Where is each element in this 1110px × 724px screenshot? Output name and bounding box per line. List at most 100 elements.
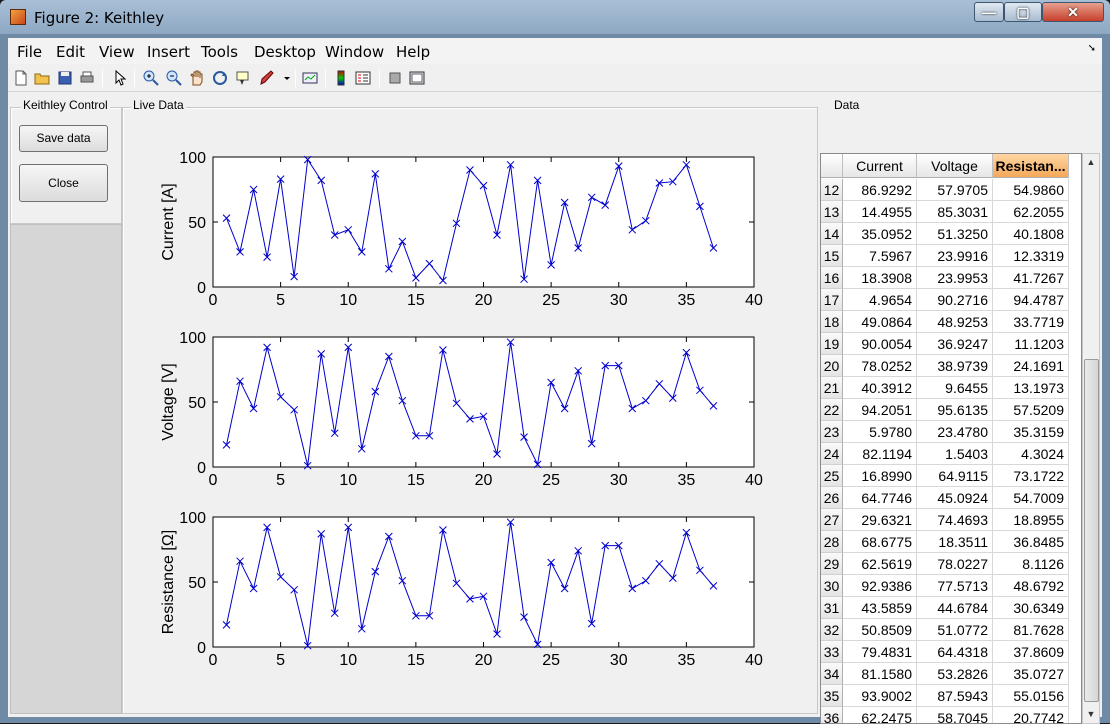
cell-resistance[interactable]: 73.1722 <box>993 465 1069 487</box>
menu-file[interactable]: File <box>17 43 43 61</box>
dock-arrow-icon[interactable]: ➘ <box>1087 43 1096 54</box>
cell-current[interactable]: 50.8509 <box>843 619 917 641</box>
table-row[interactable]: 32 50.8509 51.0772 81.7628 <box>821 619 1081 641</box>
cell-resistance[interactable]: 36.8485 <box>993 531 1069 553</box>
row-header[interactable]: 25 <box>821 465 843 487</box>
cell-resistance[interactable]: 30.6349 <box>993 597 1069 619</box>
cell-current[interactable]: 14.4955 <box>843 201 917 223</box>
cell-voltage[interactable]: 53.2826 <box>917 663 993 685</box>
show-plot-tools-icon[interactable] <box>408 69 426 87</box>
close-window-button[interactable]: ✕ <box>1042 2 1104 22</box>
cell-current[interactable]: 79.4831 <box>843 641 917 663</box>
cell-voltage[interactable]: 36.9247 <box>917 333 993 355</box>
save-data-button[interactable]: Save data <box>19 125 108 152</box>
cell-resistance[interactable]: 35.3159 <box>993 421 1069 443</box>
cell-voltage[interactable]: 45.0924 <box>917 487 993 509</box>
table-row[interactable]: 33 79.4831 64.4318 37.8609 <box>821 641 1081 663</box>
cell-current[interactable]: 18.3908 <box>843 267 917 289</box>
cell-resistance[interactable]: 8.1126 <box>993 553 1069 575</box>
scroll-down-icon[interactable]: ▼ <box>1086 709 1096 719</box>
cell-current[interactable]: 68.6775 <box>843 531 917 553</box>
menu-edit[interactable]: Edit <box>56 43 86 61</box>
minimize-button[interactable]: — <box>974 2 1004 22</box>
row-header[interactable]: 36 <box>821 707 843 723</box>
cell-resistance[interactable]: 54.9860 <box>993 179 1069 201</box>
cell-current[interactable]: 35.0952 <box>843 223 917 245</box>
close-button[interactable]: Close <box>19 164 108 202</box>
cell-current[interactable]: 5.9780 <box>843 421 917 443</box>
cell-current[interactable]: 78.0252 <box>843 355 917 377</box>
cell-current[interactable]: 29.6321 <box>843 509 917 531</box>
table-row[interactable]: 15 7.5967 23.9916 12.3319 <box>821 245 1081 267</box>
cell-voltage[interactable]: 87.5943 <box>917 685 993 707</box>
row-header[interactable]: 27 <box>821 509 843 531</box>
cell-resistance[interactable]: 37.8609 <box>993 641 1069 663</box>
cell-voltage[interactable]: 64.4318 <box>917 641 993 663</box>
table-row[interactable]: 28 68.6775 18.3511 36.8485 <box>821 531 1081 553</box>
row-header[interactable]: 24 <box>821 443 843 465</box>
brush-icon[interactable] <box>258 69 276 87</box>
scrollbar-thumb[interactable] <box>1084 359 1099 702</box>
cell-voltage[interactable]: 51.3250 <box>917 223 993 245</box>
cell-current[interactable]: 94.2051 <box>843 399 917 421</box>
cell-voltage[interactable]: 9.6455 <box>917 377 993 399</box>
brush-dropdown-icon[interactable] <box>278 69 290 87</box>
row-header[interactable]: 28 <box>821 531 843 553</box>
cell-current[interactable]: 62.5619 <box>843 553 917 575</box>
cell-resistance[interactable]: 20.7742 <box>993 707 1069 723</box>
cell-resistance[interactable]: 35.0727 <box>993 663 1069 685</box>
cell-resistance[interactable]: 54.7009 <box>993 487 1069 509</box>
cell-voltage[interactable]: 18.3511 <box>917 531 993 553</box>
cell-resistance[interactable]: 33.7719 <box>993 311 1069 333</box>
cell-resistance[interactable]: 11.1203 <box>993 333 1069 355</box>
menu-window[interactable]: Window <box>325 43 385 61</box>
row-header[interactable]: 34 <box>821 663 843 685</box>
title-bar[interactable]: Figure 2: Keithley — ▢ ✕ <box>0 0 1110 34</box>
cell-voltage[interactable]: 1.5403 <box>917 443 993 465</box>
menu-view[interactable]: View <box>99 43 135 61</box>
cell-current[interactable]: 43.5859 <box>843 597 917 619</box>
table-vertical-scrollbar[interactable]: ▲ ▼ <box>1082 153 1100 724</box>
table-row[interactable]: 34 81.1580 53.2826 35.0727 <box>821 663 1081 685</box>
menu-insert[interactable]: Insert <box>147 43 191 61</box>
table-row[interactable]: 26 64.7746 45.0924 54.7009 <box>821 487 1081 509</box>
cell-resistance[interactable]: 40.1808 <box>993 223 1069 245</box>
cell-voltage[interactable]: 77.5713 <box>917 575 993 597</box>
menu-tools[interactable]: Tools <box>201 43 238 61</box>
table-row[interactable]: 21 40.3912 9.6455 13.1973 <box>821 377 1081 399</box>
cell-resistance[interactable]: 57.5209 <box>993 399 1069 421</box>
legend-icon[interactable] <box>354 69 372 87</box>
cell-resistance[interactable]: 24.1691 <box>993 355 1069 377</box>
row-header[interactable]: 15 <box>821 245 843 267</box>
table-corner[interactable] <box>821 154 843 178</box>
cell-resistance[interactable]: 13.1973 <box>993 377 1069 399</box>
cell-voltage[interactable]: 85.3031 <box>917 201 993 223</box>
table-row[interactable]: 36 62.2475 58.7045 20.7742 <box>821 707 1081 723</box>
data-cursor-icon[interactable] <box>234 69 252 87</box>
row-header[interactable]: 17 <box>821 289 843 311</box>
cell-voltage[interactable]: 51.0772 <box>917 619 993 641</box>
menu-desktop[interactable]: Desktop <box>254 43 316 61</box>
cell-resistance[interactable]: 81.7628 <box>993 619 1069 641</box>
cell-current[interactable]: 92.9386 <box>843 575 917 597</box>
new-icon[interactable] <box>12 69 30 87</box>
cell-voltage[interactable]: 48.9253 <box>917 311 993 333</box>
table-row[interactable]: 24 82.1194 1.5403 4.3024 <box>821 443 1081 465</box>
cell-voltage[interactable]: 78.0227 <box>917 553 993 575</box>
cell-current[interactable]: 93.9002 <box>843 685 917 707</box>
cell-current[interactable]: 4.9654 <box>843 289 917 311</box>
pan-icon[interactable] <box>188 69 206 87</box>
row-header[interactable]: 30 <box>821 575 843 597</box>
hide-plot-tools-icon[interactable] <box>386 69 404 87</box>
open-icon[interactable] <box>33 69 51 87</box>
cell-current[interactable]: 16.8990 <box>843 465 917 487</box>
table-row[interactable]: 14 35.0952 51.3250 40.1808 <box>821 223 1081 245</box>
row-header[interactable]: 18 <box>821 311 843 333</box>
cell-resistance[interactable]: 12.3319 <box>993 245 1069 267</box>
cell-current[interactable]: 82.1194 <box>843 443 917 465</box>
row-header[interactable]: 20 <box>821 355 843 377</box>
cell-current[interactable]: 86.9292 <box>843 179 917 201</box>
maximize-button[interactable]: ▢ <box>1004 2 1042 22</box>
cell-current[interactable]: 49.0864 <box>843 311 917 333</box>
column-header-resistance[interactable]: Resistan... <box>993 154 1069 178</box>
